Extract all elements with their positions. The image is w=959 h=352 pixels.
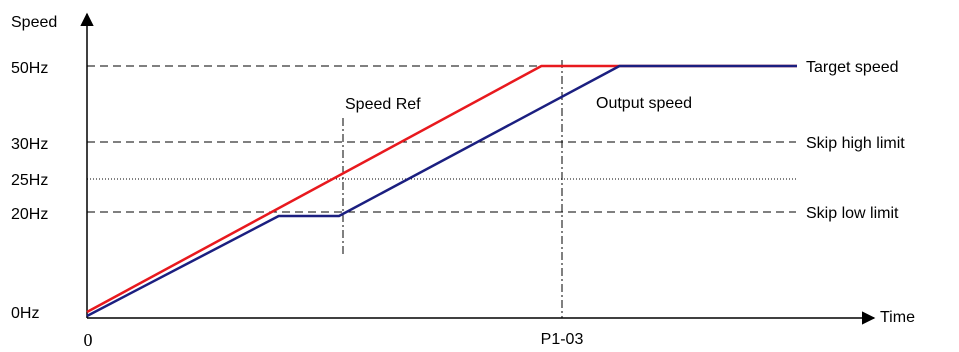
- y-tick-0hz: 0Hz: [11, 305, 39, 322]
- annotation-output-speed: Output speed: [596, 95, 692, 112]
- annotation-speed-ref: Speed Ref: [345, 96, 421, 113]
- y-tick-25hz: 25Hz: [11, 172, 48, 189]
- x-tick-p1-03: P1-03: [541, 331, 584, 348]
- label-target-speed: Target speed: [806, 59, 899, 76]
- x-axis-title: Time: [880, 309, 915, 326]
- y-tick-50hz: 50Hz: [11, 60, 48, 77]
- y-tick-30hz: 30Hz: [11, 136, 48, 153]
- series-output-speed-line: [86, 64, 797, 318]
- label-skip-low-limit: Skip low limit: [806, 205, 899, 222]
- y-axis-title: Speed: [11, 14, 57, 31]
- y-tick-20hz: 20Hz: [11, 206, 48, 223]
- x-origin-label: 0: [84, 330, 93, 350]
- label-skip-high-limit: Skip high limit: [806, 135, 905, 152]
